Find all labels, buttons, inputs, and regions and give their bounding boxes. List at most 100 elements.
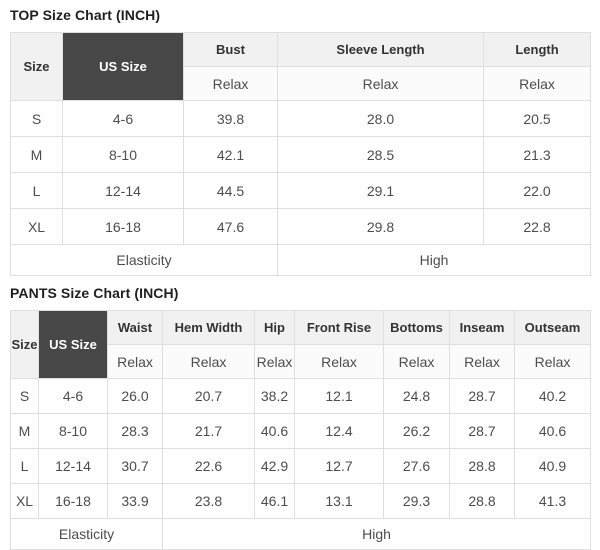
- size-cell: L: [10, 448, 39, 484]
- value-cell: 26.0: [107, 378, 163, 414]
- us-size-cell: 4-6: [62, 100, 184, 137]
- us-size-cell: 16-18: [38, 483, 108, 519]
- column-header-waist: Waist: [107, 310, 163, 345]
- value-cell: 22.8: [483, 208, 591, 245]
- top-elasticity-row: Elasticity High: [10, 244, 591, 276]
- table-row-xl: XL 16-18 33.9 23.8 46.1 13.1 29.3 28.8 4…: [10, 483, 591, 519]
- pants-elasticity-row: Elasticity High: [10, 518, 591, 550]
- top-header-row: Size US Size Bust Sleeve Length Length: [10, 32, 591, 101]
- us-size-cell: 8-10: [62, 136, 184, 173]
- column-header-length: Length: [483, 32, 591, 67]
- value-cell: 12.1: [294, 378, 384, 414]
- us-size-column-header: US Size: [38, 310, 108, 379]
- pants-chart-title: PANTS Size Chart (INCH): [10, 285, 179, 301]
- top-chart-title: TOP Size Chart (INCH): [10, 7, 161, 23]
- value-cell: 29.1: [277, 172, 484, 209]
- fit-cell: Relax: [514, 344, 591, 379]
- us-size-column-header: US Size: [62, 32, 184, 101]
- table-row-l: L 12-14 30.7 22.6 42.9 12.7 27.6 28.8 40…: [10, 448, 591, 484]
- size-cell: L: [10, 172, 63, 209]
- size-column-header: Size: [10, 310, 39, 379]
- value-cell: 20.5: [483, 100, 591, 137]
- us-size-cell: 16-18: [62, 208, 184, 245]
- value-cell: 40.9: [514, 448, 591, 484]
- value-cell: 47.6: [183, 208, 278, 245]
- value-cell: 42.1: [183, 136, 278, 173]
- value-cell: 39.8: [183, 100, 278, 137]
- value-cell: 28.8: [449, 448, 515, 484]
- fit-cell: Relax: [449, 344, 515, 379]
- us-size-cell: 8-10: [38, 413, 108, 449]
- table-row-m: M 8-10 42.1 28.5 21.3: [10, 136, 591, 173]
- fit-cell: Relax: [183, 66, 278, 101]
- table-row-l: L 12-14 44.5 29.1 22.0: [10, 172, 591, 209]
- column-header-hip: Hip: [254, 310, 295, 345]
- elasticity-label-cell: Elasticity: [10, 244, 278, 276]
- fit-cell: Relax: [294, 344, 384, 379]
- value-cell: 41.3: [514, 483, 591, 519]
- size-cell: M: [10, 136, 63, 173]
- elasticity-value-cell: High: [162, 518, 591, 550]
- fit-cell: Relax: [107, 344, 163, 379]
- value-cell: 40.6: [514, 413, 591, 449]
- value-cell: 12.7: [294, 448, 384, 484]
- us-size-cell: 4-6: [38, 378, 108, 414]
- value-cell: 40.2: [514, 378, 591, 414]
- top-size-chart-table: Size US Size Bust Sleeve Length Length R…: [10, 32, 591, 276]
- table-row-s: S 4-6 26.0 20.7 38.2 12.1 24.8 28.7 40.2: [10, 378, 591, 414]
- fit-cell: Relax: [162, 344, 255, 379]
- size-cell: XL: [10, 208, 63, 245]
- value-cell: 38.2: [254, 378, 295, 414]
- value-cell: 44.5: [183, 172, 278, 209]
- column-header-hem-width: Hem Width: [162, 310, 255, 345]
- column-header-outseam: Outseam: [514, 310, 591, 345]
- value-cell: 28.0: [277, 100, 484, 137]
- value-cell: 42.9: [254, 448, 295, 484]
- pants-fit-row: Relax Relax Relax Relax Relax Relax Rela…: [11, 344, 591, 379]
- value-cell: 20.7: [162, 378, 255, 414]
- size-cell: M: [10, 413, 39, 449]
- table-row-m: M 8-10 28.3 21.7 40.6 12.4 26.2 28.7 40.…: [10, 413, 591, 449]
- value-cell: 21.3: [483, 136, 591, 173]
- elasticity-label-cell: Elasticity: [10, 518, 163, 550]
- value-cell: 23.8: [162, 483, 255, 519]
- value-cell: 26.2: [383, 413, 450, 449]
- top-fit-row: Relax Relax Relax: [11, 66, 591, 101]
- fit-cell: Relax: [277, 66, 484, 101]
- column-header-front-rise: Front Rise: [294, 310, 384, 345]
- size-cell: S: [10, 378, 39, 414]
- pants-size-chart-table: Size US Size Waist Hem Width Hip Front R…: [10, 310, 591, 550]
- value-cell: 22.0: [483, 172, 591, 209]
- value-cell: 40.6: [254, 413, 295, 449]
- size-cell: XL: [10, 483, 39, 519]
- size-cell: S: [10, 100, 63, 137]
- fit-cell: Relax: [483, 66, 591, 101]
- value-cell: 28.8: [449, 483, 515, 519]
- column-header-bottoms: Bottoms: [383, 310, 450, 345]
- table-row-s: S 4-6 39.8 28.0 20.5: [10, 100, 591, 137]
- value-cell: 24.8: [383, 378, 450, 414]
- value-cell: 33.9: [107, 483, 163, 519]
- value-cell: 28.7: [449, 378, 515, 414]
- value-cell: 30.7: [107, 448, 163, 484]
- value-cell: 27.6: [383, 448, 450, 484]
- value-cell: 13.1: [294, 483, 384, 519]
- value-cell: 21.7: [162, 413, 255, 449]
- column-header-sleeve-length: Sleeve Length: [277, 32, 484, 67]
- us-size-cell: 12-14: [38, 448, 108, 484]
- column-header-bust: Bust: [183, 32, 278, 67]
- pants-header-row: Size US Size Waist Hem Width Hip Front R…: [10, 310, 591, 379]
- fit-cell: Relax: [383, 344, 450, 379]
- value-cell: 28.5: [277, 136, 484, 173]
- value-cell: 28.7: [449, 413, 515, 449]
- column-header-inseam: Inseam: [449, 310, 515, 345]
- elasticity-value-cell: High: [277, 244, 591, 276]
- fit-cell: Relax: [254, 344, 295, 379]
- us-size-cell: 12-14: [62, 172, 184, 209]
- table-row-xl: XL 16-18 47.6 29.8 22.8: [10, 208, 591, 245]
- value-cell: 29.8: [277, 208, 484, 245]
- value-cell: 22.6: [162, 448, 255, 484]
- value-cell: 29.3: [383, 483, 450, 519]
- value-cell: 46.1: [254, 483, 295, 519]
